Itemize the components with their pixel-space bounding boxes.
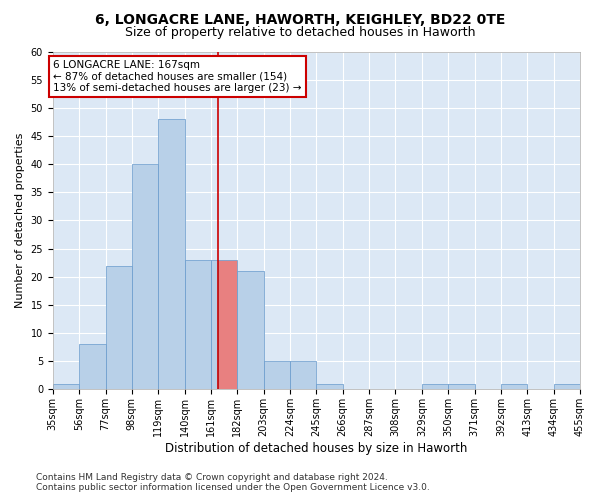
Text: 6, LONGACRE LANE, HAWORTH, KEIGHLEY, BD22 0TE: 6, LONGACRE LANE, HAWORTH, KEIGHLEY, BD2…: [95, 12, 505, 26]
Bar: [501, 384, 527, 390]
Y-axis label: Number of detached properties: Number of detached properties: [15, 133, 25, 308]
Text: Contains HM Land Registry data © Crown copyright and database right 2024.
Contai: Contains HM Land Registry data © Crown c…: [36, 473, 430, 492]
Bar: [79, 344, 106, 390]
Bar: [132, 164, 158, 390]
Bar: [158, 119, 185, 390]
Bar: [211, 260, 218, 390]
Bar: [53, 384, 79, 390]
Bar: [185, 260, 211, 390]
Bar: [218, 260, 238, 390]
Bar: [238, 271, 263, 390]
Text: Size of property relative to detached houses in Haworth: Size of property relative to detached ho…: [125, 26, 475, 39]
Bar: [106, 266, 132, 390]
Bar: [263, 362, 290, 390]
Bar: [290, 362, 316, 390]
Bar: [422, 384, 448, 390]
Bar: [448, 384, 475, 390]
Bar: [554, 384, 580, 390]
Text: 6 LONGACRE LANE: 167sqm
← 87% of detached houses are smaller (154)
13% of semi-d: 6 LONGACRE LANE: 167sqm ← 87% of detache…: [53, 60, 302, 93]
X-axis label: Distribution of detached houses by size in Haworth: Distribution of detached houses by size …: [165, 442, 467, 455]
Bar: [316, 384, 343, 390]
